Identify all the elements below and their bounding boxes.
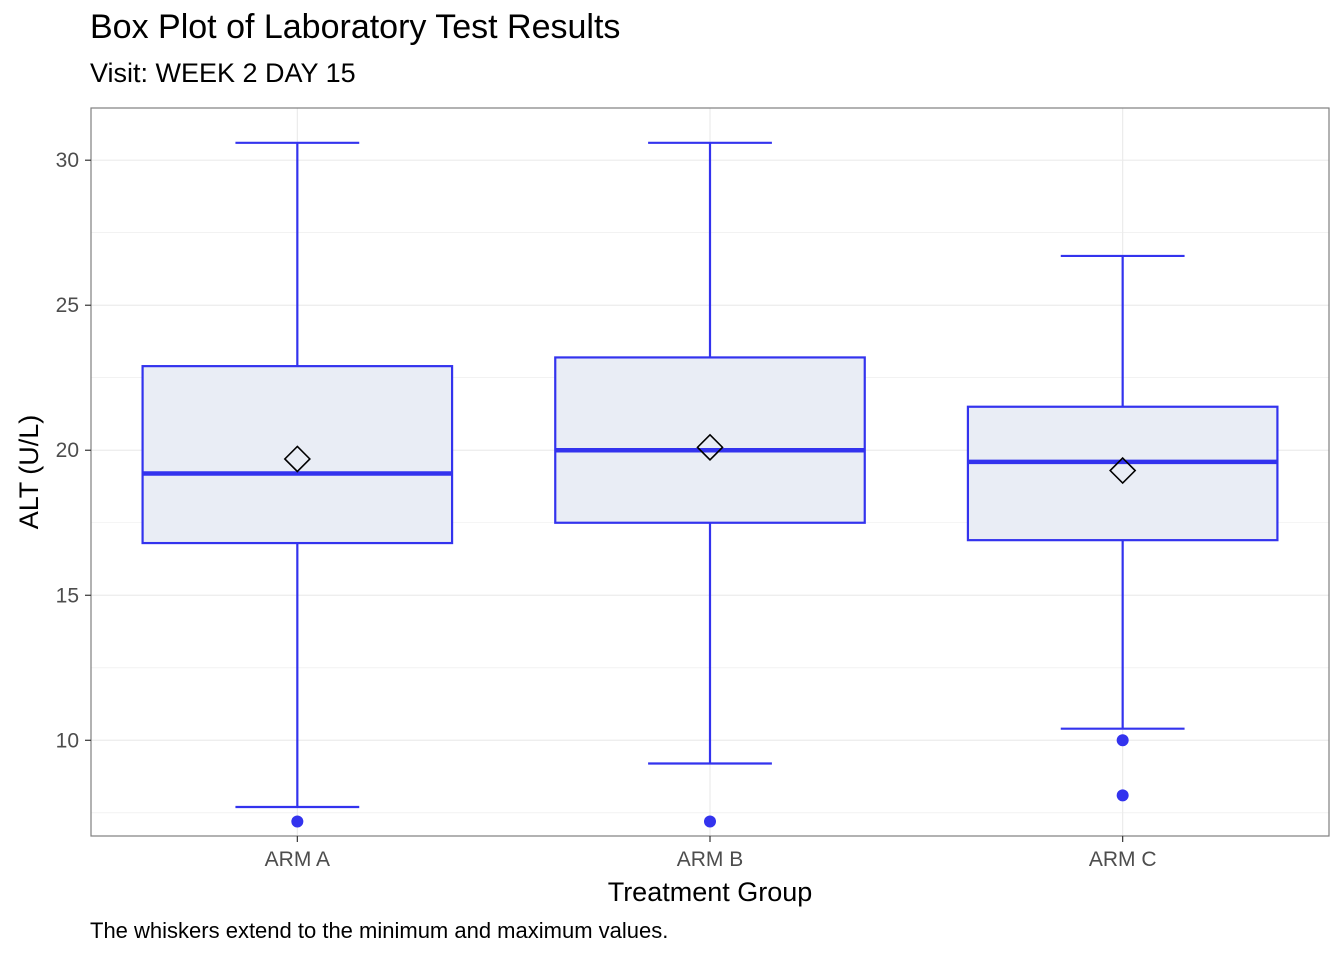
box-arm-a <box>141 141 454 828</box>
y-tick-label: 15 <box>56 584 79 607</box>
iqr-box <box>554 356 866 524</box>
mean-marker <box>696 433 724 461</box>
y-tick-label: 20 <box>56 439 79 462</box>
outlier-point <box>704 815 716 828</box>
x-tick-label: ARM A <box>265 848 330 871</box>
y-tick-label: 25 <box>56 294 79 317</box>
y-tick-label: 30 <box>56 149 79 172</box>
mean-marker <box>283 445 311 473</box>
x-tick-label: ARM C <box>1089 848 1157 871</box>
box-arm-b <box>554 141 866 828</box>
x-tick-label: ARM B <box>677 848 744 871</box>
chart-caption: The whiskers extend to the minimum and m… <box>90 918 669 943</box>
box-arm-c <box>966 254 1279 802</box>
boxes-layer <box>141 141 1279 828</box>
iqr-box <box>966 405 1279 542</box>
y-axis-title: ALT (U/L) <box>14 415 44 530</box>
y-tick-label: 10 <box>56 729 79 752</box>
chart-title: Box Plot of Laboratory Test Results <box>90 8 621 46</box>
outlier-point <box>1116 734 1129 747</box>
outlier-point <box>291 815 304 828</box>
outlier-point <box>1116 789 1129 802</box>
chart-subtitle: Visit: WEEK 2 DAY 15 <box>90 58 356 88</box>
x-axis-title: Treatment Group <box>608 877 813 907</box>
axes-layer: 10 15 20 25 30 ARM A ARM B ARM C <box>56 149 1157 871</box>
iqr-box <box>141 365 454 545</box>
mean-marker <box>1109 456 1137 485</box>
